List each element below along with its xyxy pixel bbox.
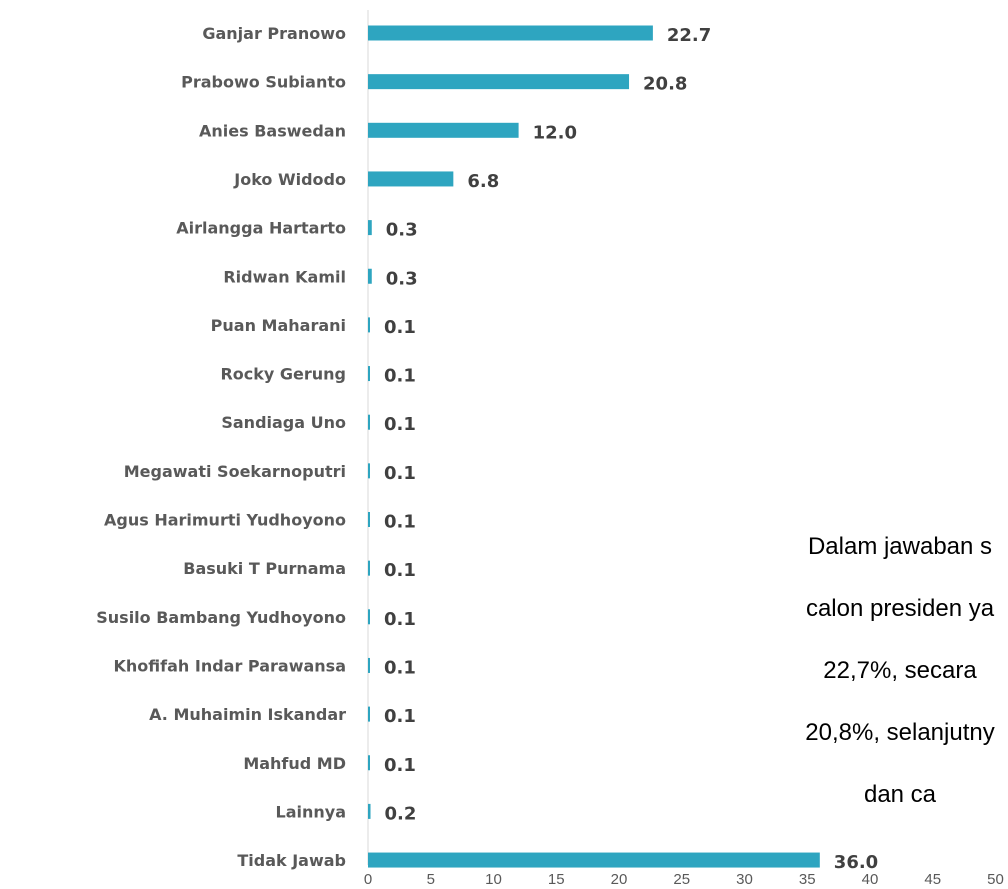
bar	[368, 657, 370, 673]
value-labels-group: 22.7 20.8 12.0 6.8 0.3 0.3 0.1 0.1 0.1 0.1 0.1 0.1 0…	[384, 25, 878, 873]
category-label: Puan Maharani	[211, 316, 346, 335]
category-label: Rocky Gerung	[220, 365, 346, 384]
bar	[368, 25, 653, 41]
category-label: Airlangga Hartarto	[176, 219, 346, 238]
value-label: 0.1	[384, 609, 416, 630]
category-label: Lainnya	[276, 802, 346, 821]
bar	[368, 463, 370, 479]
bar	[368, 852, 820, 868]
annotation-line: 20,8%, selanjutny	[805, 719, 995, 746]
annotation-line: 22,7%, secara	[823, 657, 977, 684]
category-label: Khofifah Indar Parawansa	[114, 656, 346, 675]
bar	[368, 706, 370, 722]
category-label: Basuki T Purnama	[183, 559, 346, 578]
bar	[368, 268, 372, 284]
value-label: 0.2	[385, 803, 417, 824]
x-tick-label: 5	[427, 871, 435, 888]
value-label: 6.8	[467, 171, 499, 192]
bar	[368, 122, 519, 138]
annotation-line: dan ca	[863, 781, 937, 808]
bar	[368, 366, 370, 382]
x-tick-label: 0	[364, 871, 372, 888]
value-label: 0.1	[384, 560, 416, 581]
x-tick-label: 30	[736, 871, 753, 888]
value-label: 20.8	[643, 74, 687, 95]
value-label: 0.1	[384, 512, 416, 533]
category-label: Susilo Bambang Yudhoyono	[96, 608, 346, 627]
category-labels-group: Ganjar Pranowo Prabowo Subianto Anies Basw…	[96, 24, 346, 870]
value-label: 0.1	[384, 706, 416, 727]
category-label: Megawati Soekarnoputri	[124, 462, 346, 481]
bar	[368, 220, 372, 236]
x-tick-label: 40	[862, 871, 879, 888]
bar	[368, 171, 454, 187]
bar	[368, 512, 370, 527]
value-label: 0.1	[384, 317, 416, 338]
value-label: 0.1	[384, 657, 416, 678]
category-label: A. Muhaimin Iskandar	[149, 705, 346, 724]
category-label: Tidak Jawab	[237, 851, 346, 870]
category-label: Ganjar Pranowo	[202, 24, 346, 43]
category-label: Sandiaga Uno	[221, 413, 346, 432]
value-label: 36.0	[834, 852, 878, 873]
category-label: Prabowo Subianto	[181, 73, 346, 92]
value-label: 22.7	[667, 25, 711, 46]
x-tick-label: 20	[611, 871, 628, 888]
bar	[368, 803, 371, 819]
x-tick-label: 10	[485, 871, 502, 888]
annotation-line: Dalam jawaban s	[807, 533, 993, 560]
bars-group	[368, 25, 820, 868]
value-label: 0.1	[384, 414, 416, 435]
value-label: 12.0	[533, 122, 577, 143]
category-label: Ridwan Kamil	[223, 267, 346, 286]
x-tick-label: 15	[548, 871, 565, 888]
value-label: 0.3	[386, 268, 418, 289]
bar	[368, 755, 370, 771]
annotation-text: Dalam jawaban s calon presiden ya 22,7%,…	[700, 500, 1008, 841]
bar	[368, 414, 370, 430]
value-label: 0.1	[384, 755, 416, 776]
x-tick-label: 50	[987, 871, 1004, 888]
category-label: Mahfud MD	[243, 754, 346, 773]
value-label: 0.1	[384, 366, 416, 387]
bar	[368, 317, 370, 333]
category-label: Agus Harimurti Yudhoyono	[104, 511, 346, 530]
bar	[368, 74, 630, 90]
x-tick-label: 35	[799, 871, 816, 888]
category-label: Anies Baswedan	[199, 121, 346, 140]
category-label: Joko Widodo	[233, 170, 346, 189]
value-label: 0.1	[384, 463, 416, 484]
x-tick-label: 45	[924, 871, 941, 888]
value-label: 0.3	[386, 220, 418, 241]
x-tick-labels-group: 0 5 10 15 20 25 30 35 40 45 50	[364, 871, 1004, 888]
bar	[368, 560, 370, 576]
x-tick-label: 25	[673, 871, 690, 888]
annotation-line: calon presiden ya	[805, 595, 995, 622]
bar	[368, 609, 370, 625]
